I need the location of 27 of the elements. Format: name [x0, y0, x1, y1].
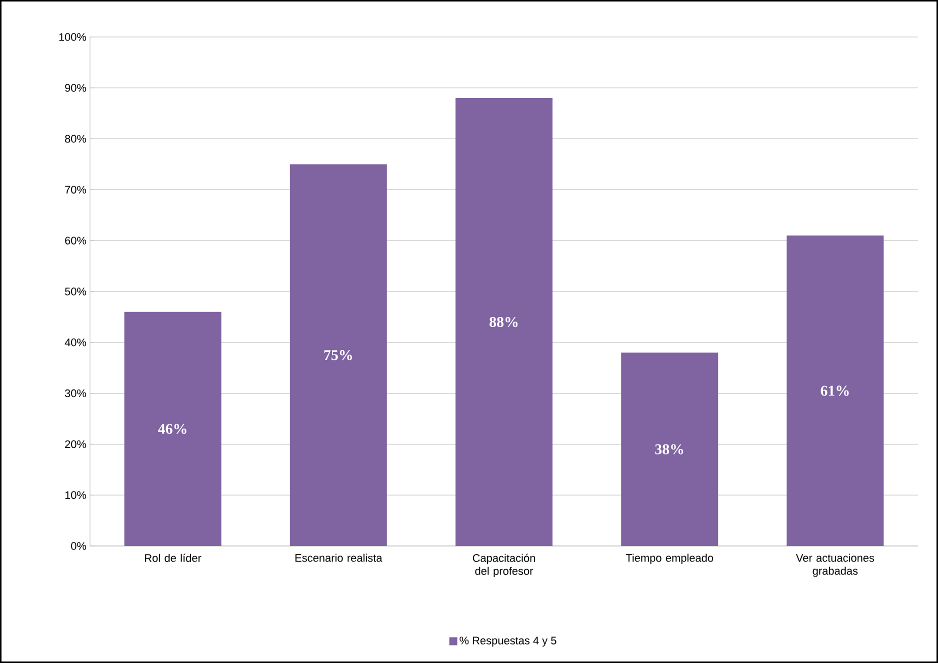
y-tick-label: 80% — [65, 134, 86, 143]
y-tick-label: 60% — [65, 236, 86, 244]
x-tick-label: Tiempo empleado — [626, 554, 714, 564]
y-tick-label: 30% — [64, 389, 86, 398]
bar — [290, 164, 387, 546]
bar — [621, 352, 718, 546]
y-tick-label: 50% — [64, 288, 86, 296]
y-tick-label: 40% — [64, 338, 86, 346]
x-tick-label: Escenario realista — [295, 554, 382, 562]
x-tick-label: Rol de líder — [145, 554, 202, 562]
y-tick-label: 90% — [65, 84, 86, 92]
y-tick-label: 100% — [59, 33, 86, 41]
y-tick-label: 20% — [65, 440, 86, 448]
data-label: 61% — [820, 386, 849, 396]
data-label: 88% — [490, 316, 518, 328]
x-tick-label: Capacitación del profesor — [472, 554, 535, 578]
data-label: 75% — [324, 350, 352, 360]
y-tick-label: 0% — [71, 542, 86, 550]
data-label: 46% — [158, 424, 186, 434]
bar — [456, 98, 553, 546]
x-tick-label: Ver actuaciones grabadas — [796, 554, 874, 577]
legend-label: % Respuestas 4 y 5 — [460, 636, 556, 647]
y-tick-label: 10% — [65, 491, 86, 499]
bar — [124, 312, 222, 546]
y-tick-label: 70% — [65, 186, 86, 194]
data-label: 38% — [655, 444, 684, 454]
bar — [786, 235, 884, 546]
